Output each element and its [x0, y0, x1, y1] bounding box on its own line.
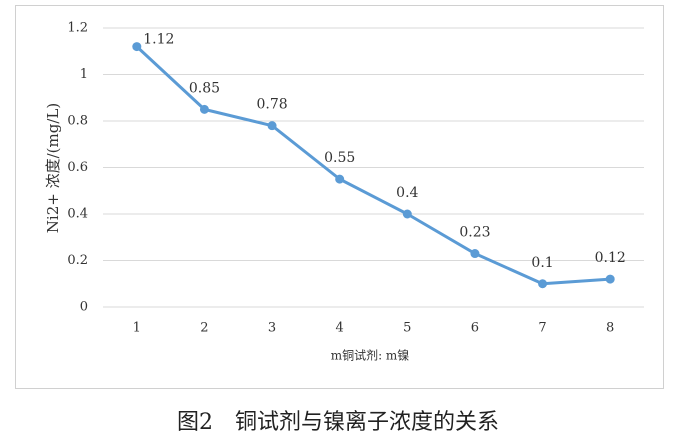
x-tick-label: 7	[538, 321, 546, 336]
line	[135, 45, 611, 286]
y-axis-label: Ni2+ 浓度/(mg/L)	[44, 103, 62, 233]
point	[605, 274, 615, 284]
x-tick-label: 6	[471, 321, 479, 336]
data-label: 0.12	[595, 250, 626, 266]
y-tick-label: 0.2	[67, 253, 88, 268]
point	[538, 279, 548, 289]
point	[470, 249, 480, 259]
data-label: 0.4	[396, 185, 418, 201]
y-tick-label: 1.2	[67, 21, 88, 36]
chart-frame	[15, 5, 664, 389]
x-tick-label: 4	[336, 321, 344, 336]
x-tick-label: 3	[268, 321, 276, 336]
y-tick-label: 0.4	[67, 207, 88, 222]
caption: 图2 铜试剂与镍离子浓度的关系	[177, 410, 499, 435]
y-tick-label: 0.6	[67, 160, 88, 175]
data-label: 0.23	[459, 225, 490, 241]
data-label: 1.12	[143, 32, 174, 48]
y-tick-label: 1	[80, 67, 88, 82]
x-axis-label: m铜试剂: m镍	[331, 348, 410, 363]
data-label: 0.85	[189, 80, 220, 96]
x-tick-label: 2	[200, 321, 208, 336]
data-label: 0.55	[324, 150, 355, 166]
y-tick-label: 0.8	[67, 114, 88, 129]
x-tick-label: 1	[133, 321, 141, 336]
point	[199, 104, 209, 114]
data-label: 0.78	[256, 97, 287, 113]
point	[132, 42, 142, 52]
x-tick-label: 8	[606, 321, 614, 336]
point	[267, 121, 277, 131]
y-tick-label: 0	[80, 300, 88, 315]
data-label: 0.1	[531, 255, 553, 271]
point	[335, 174, 345, 184]
x-tick-label: 5	[403, 321, 411, 336]
point	[402, 209, 412, 219]
